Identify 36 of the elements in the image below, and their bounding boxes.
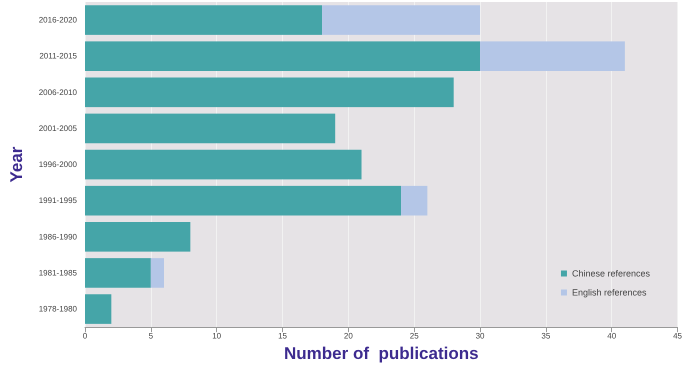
y-tick-label: 2006-2010 <box>38 88 78 97</box>
bar <box>85 41 480 71</box>
x-tick-label: 5 <box>148 332 154 341</box>
x-tick-label: 40 <box>607 332 617 341</box>
y-tick-label: 1978-1980 <box>38 304 78 314</box>
y-tick-label: 1996-2000 <box>38 160 78 170</box>
x-tick-label: 30 <box>476 332 486 341</box>
y-tick-label: 1981-1985 <box>38 268 78 278</box>
x-tick-label: 45 <box>673 332 683 341</box>
x-tick-label: 35 <box>541 332 551 341</box>
legend-label: Chinese references <box>572 268 650 278</box>
y-axis-title: Year <box>7 146 26 183</box>
x-tick-label: 10 <box>212 332 222 341</box>
y-tick-label: 2011-2015 <box>39 52 78 61</box>
bar <box>85 114 336 144</box>
bar <box>85 77 454 108</box>
y-tick-label: 1991-1995 <box>38 196 78 206</box>
legend-label: English references <box>572 288 647 298</box>
bar <box>401 186 428 216</box>
y-tick-label: 1986-1990 <box>38 232 78 242</box>
x-tick-label: 15 <box>278 332 288 341</box>
bar <box>85 186 402 216</box>
x-tick-label: 0 <box>82 332 88 341</box>
x-axis-title: Number of publications <box>284 344 479 363</box>
bar <box>85 258 151 288</box>
bar <box>85 5 322 35</box>
x-tick-label: 25 <box>410 332 420 341</box>
bar <box>480 41 625 71</box>
bar <box>150 258 164 288</box>
bar <box>85 222 190 252</box>
bar <box>85 150 362 180</box>
bar <box>322 5 480 35</box>
y-tick-label: 2001-2005 <box>38 124 78 133</box>
x-tick-label: 20 <box>344 332 354 341</box>
y-tick-label: 2016-2020 <box>38 16 78 25</box>
bar <box>85 294 112 324</box>
